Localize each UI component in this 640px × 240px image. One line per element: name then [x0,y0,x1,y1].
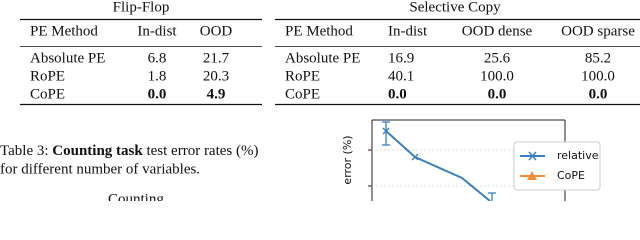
table-cell: 85.2 [585,50,611,66]
y-axis-label: error (%) [341,135,354,184]
table-cell: 1.8 [148,68,167,84]
caption-text: test error rates (%) [146,143,258,159]
row-label: Absolute PE [30,50,105,66]
legend-marker [528,151,537,161]
table-cell: 0.0 [488,86,507,102]
curve [385,130,491,201]
table-cell: 4.9 [207,86,226,102]
row-label: CoPE [285,86,320,102]
legend-label: relative [557,149,599,162]
caption-line: for different number of variables. [0,161,200,177]
legend-label: CoPE [557,169,585,182]
error-bars [382,121,496,201]
table-cell: 25.6 [484,50,511,66]
table-cell: 16.9 [388,50,414,66]
column-header: PE Method [285,23,353,39]
column-header: In-dist [137,23,177,39]
column-header: In-dist [388,23,428,39]
caption-line: Table 3: Counting task test error rates … [0,143,259,159]
page: Table 3: Counting task test error rates … [0,0,640,201]
caption-label: Table 3: [0,143,49,159]
row-label: Absolute PE [285,50,360,66]
table-cell: 100.0 [480,68,514,84]
legend-marker [527,171,537,180]
table-cell: 0.0 [148,86,167,102]
table-title: Selective Copy [409,0,501,15]
column-header: OOD [200,23,233,39]
caption-bold: Counting task [52,143,143,159]
table-cell: 0.0 [589,86,608,102]
table-cell: 40.1 [388,68,414,84]
table-cell: 100.0 [581,68,615,84]
table-cell: 0.0 [388,86,407,102]
row-label: CoPE [30,86,65,102]
row-label: RoPE [285,68,320,84]
table-cell: 6.8 [148,50,167,66]
chart-fragment: relative CoPE error (%) [341,119,601,201]
row-label: RoPE [30,68,65,84]
table-title: Flip-Flop [113,0,170,15]
column-header: PE Method [30,23,98,39]
table-cell: 21.7 [203,50,230,66]
column-header: OOD sparse [561,23,635,39]
figure-title: Counting [108,191,164,201]
table-cell: 20.3 [203,68,229,84]
column-header: OOD dense [462,23,533,39]
